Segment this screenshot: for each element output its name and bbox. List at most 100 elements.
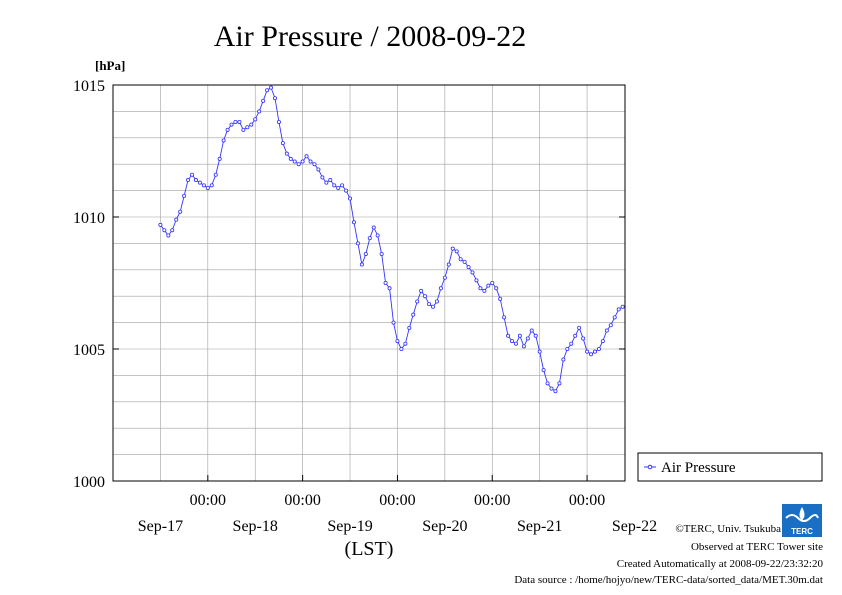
data-point bbox=[209, 183, 214, 188]
data-point bbox=[577, 325, 582, 330]
data-point bbox=[553, 389, 558, 394]
x-tick-date-label: Sep-21 bbox=[517, 518, 562, 535]
data-point bbox=[411, 312, 416, 317]
data-point bbox=[166, 233, 171, 238]
footer-data-source: Data source : /home/hojyo/new/TERC-data/… bbox=[514, 574, 823, 586]
data-point bbox=[596, 346, 601, 351]
data-point bbox=[474, 278, 479, 283]
footer-copyright: ©TERC, Univ. Tsukuba bbox=[675, 523, 781, 535]
terc-logo: TERC bbox=[782, 504, 822, 537]
data-point bbox=[269, 85, 274, 90]
data-point bbox=[438, 286, 443, 291]
x-tick-time-label: 00:00 bbox=[474, 492, 510, 509]
data-point bbox=[549, 386, 554, 391]
data-point bbox=[217, 156, 222, 161]
y-axis-unit-label: [hPa] bbox=[95, 58, 125, 73]
y-tick-label: 1015 bbox=[73, 78, 105, 95]
y-tick-label: 1010 bbox=[73, 210, 105, 227]
data-point bbox=[510, 339, 515, 344]
series-line bbox=[160, 86, 623, 392]
data-point bbox=[521, 344, 526, 349]
footer-observed: Observed at TERC Tower site bbox=[691, 541, 823, 553]
x-axis-ticks: 00:00 00:00 00:00 00:00 00:00 Sep-17 Sep-18 Sep… bbox=[138, 475, 657, 535]
data-point bbox=[561, 357, 566, 362]
data-point bbox=[186, 178, 191, 183]
data-point bbox=[363, 251, 368, 256]
y-tick-label: 1000 bbox=[73, 474, 105, 491]
data-point bbox=[261, 98, 266, 103]
data-point bbox=[490, 280, 495, 285]
data-point bbox=[466, 265, 471, 270]
data-point bbox=[541, 368, 546, 373]
data-point bbox=[225, 127, 230, 132]
data-point bbox=[249, 122, 254, 127]
data-point bbox=[427, 302, 432, 307]
data-point bbox=[403, 341, 408, 346]
legend-marker-swatch bbox=[647, 464, 653, 470]
data-point bbox=[513, 341, 518, 346]
data-point bbox=[470, 270, 475, 275]
data-point bbox=[486, 283, 491, 288]
chart-title: Air Pressure / 2008-09-22 bbox=[214, 20, 526, 53]
data-point bbox=[320, 175, 325, 180]
data-point bbox=[525, 336, 530, 341]
x-axis-label: (LST) bbox=[345, 538, 394, 560]
data-point bbox=[280, 141, 285, 146]
data-point bbox=[446, 262, 451, 267]
x-tick-date-label: Sep-22 bbox=[612, 518, 657, 535]
data-point bbox=[190, 172, 195, 177]
data-point bbox=[395, 339, 400, 344]
data-point bbox=[336, 185, 341, 190]
data-point bbox=[454, 249, 459, 254]
x-tick-date-label: Sep-17 bbox=[138, 518, 183, 535]
x-tick-date-label: Sep-20 bbox=[422, 518, 467, 535]
data-point bbox=[565, 346, 570, 351]
data-point bbox=[367, 236, 372, 241]
data-point bbox=[573, 333, 578, 338]
x-tick-time-label: 00:00 bbox=[190, 492, 226, 509]
data-point bbox=[478, 286, 483, 291]
data-point bbox=[589, 352, 594, 357]
data-point bbox=[245, 125, 250, 130]
grid-lines bbox=[113, 85, 625, 481]
data-point bbox=[482, 288, 487, 293]
data-point bbox=[585, 349, 590, 354]
data-point bbox=[178, 209, 183, 214]
x-tick-date-label: Sep-19 bbox=[327, 518, 372, 535]
y-axis-ticks: 1000 1005 1010 1015 bbox=[73, 78, 625, 491]
data-point bbox=[265, 88, 270, 93]
data-point bbox=[537, 349, 542, 354]
data-point bbox=[430, 304, 435, 309]
data-point bbox=[592, 349, 597, 354]
legend-entry-air-pressure: Air Pressure bbox=[661, 460, 736, 476]
data-point bbox=[600, 339, 605, 344]
data-point bbox=[383, 280, 388, 285]
plot-frame bbox=[112, 84, 626, 482]
data-point bbox=[221, 138, 226, 143]
data-point bbox=[419, 288, 424, 293]
data-point bbox=[304, 154, 309, 159]
data-point bbox=[399, 346, 404, 351]
data-point bbox=[300, 159, 305, 164]
data-point bbox=[292, 159, 297, 164]
data-point bbox=[442, 275, 447, 280]
data-point bbox=[450, 246, 455, 251]
data-point bbox=[415, 299, 420, 304]
data-point bbox=[545, 381, 550, 386]
data-point bbox=[604, 328, 609, 333]
data-point bbox=[296, 162, 301, 167]
data-point bbox=[616, 307, 621, 312]
data-point bbox=[494, 286, 499, 291]
data-point bbox=[182, 193, 187, 198]
data-point bbox=[284, 151, 289, 156]
data-point bbox=[312, 162, 317, 167]
logo-drop-icon bbox=[799, 507, 805, 520]
data-point bbox=[620, 304, 625, 309]
legend: Air Pressure bbox=[637, 452, 823, 482]
data-point bbox=[233, 119, 238, 124]
data-point bbox=[201, 183, 206, 188]
data-point bbox=[324, 180, 329, 185]
data-point bbox=[529, 328, 534, 333]
data-point bbox=[308, 159, 313, 164]
